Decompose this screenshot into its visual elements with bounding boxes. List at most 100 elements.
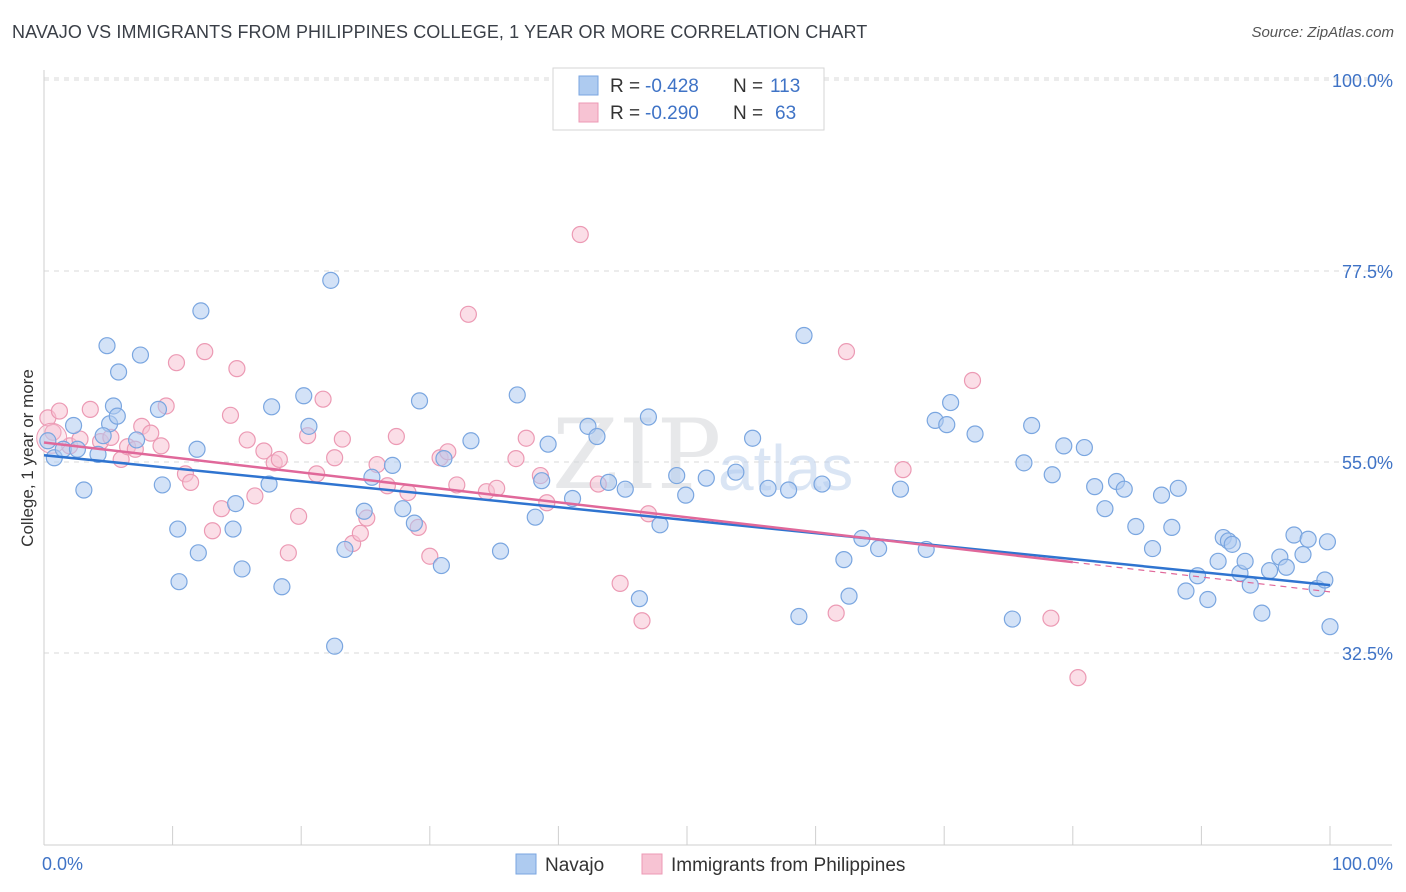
navajo-point-3	[64, 416, 83, 435]
legend-r-label-philippines: R =	[610, 103, 640, 124]
philippines-point-19	[203, 522, 222, 540]
navajo-point-9	[94, 427, 112, 445]
philippines-point-40	[387, 427, 405, 446]
navajo-point-16	[153, 476, 171, 494]
philippines-point-33	[326, 449, 344, 467]
x-ticks	[43, 826, 1331, 845]
navajo-point-35	[383, 456, 402, 474]
navajo-point-80	[1075, 438, 1093, 457]
trend-line-navajo	[43, 453, 1331, 587]
navajo-point-31	[326, 637, 344, 655]
navajo-point-25	[260, 475, 278, 493]
navajo-point-62	[790, 607, 808, 626]
philippines-point-12	[142, 424, 160, 442]
philippines-point-47	[459, 305, 477, 323]
trend-lines	[43, 441, 1331, 593]
y-tick-labels: 32.5% 55.0% 77.5% 100.0%	[1332, 71, 1393, 664]
navajo-point-72	[938, 416, 956, 434]
philippines-point-34	[333, 430, 351, 448]
navajo-point-14	[131, 346, 150, 364]
navajo-point-23	[227, 494, 245, 513]
navajo-point-24	[233, 560, 251, 578]
navajo-point-21	[192, 302, 210, 320]
philippines-point-43	[421, 547, 439, 565]
navajo-point-68	[870, 539, 888, 558]
y-tick-label-1: 55.0%	[1342, 453, 1393, 473]
navajo-point-65	[835, 551, 853, 569]
legend-swatch-philippines	[578, 102, 599, 123]
philippines-point-22	[228, 360, 246, 378]
navajo-point-75	[1003, 610, 1021, 628]
philippines-point-36	[351, 524, 369, 542]
navajo-point-43	[508, 386, 526, 404]
navajo-point-66	[840, 587, 858, 605]
navajo-point-52	[630, 590, 649, 608]
navajo-point-5	[75, 481, 93, 499]
navajo-point-29	[300, 417, 318, 435]
legend-swatch-navajo	[578, 75, 599, 96]
legend-box: R = -0.428 N = 113 R = -0.290 N = 63	[552, 67, 825, 131]
navajo-point-13	[109, 363, 128, 381]
philippines-point-61	[894, 461, 912, 479]
navajo-point-79	[1055, 437, 1073, 455]
philippines-point-32	[314, 390, 332, 408]
navajo-point-99	[1241, 576, 1259, 594]
navajo-point-100	[1253, 604, 1271, 622]
navajo-point-63	[795, 326, 813, 345]
philippines-point-25	[255, 442, 273, 460]
legend-n-value-navajo: 113	[770, 76, 800, 97]
navajo-point-59	[743, 429, 762, 447]
philippines-point-57	[633, 612, 651, 630]
navajo-point-101	[1260, 562, 1279, 580]
navajo-point-4	[68, 440, 87, 458]
navajo-point-110	[1321, 618, 1339, 636]
philippines-point-18	[196, 343, 214, 361]
philippines-point-28	[279, 544, 297, 562]
navajo-point-61	[779, 481, 798, 499]
legend-r-value-philippines: -0.290	[645, 103, 699, 124]
points-navajo	[39, 271, 1339, 655]
navajo-point-109	[1318, 533, 1337, 551]
navajo-point-38	[410, 392, 429, 410]
navajo-point-44	[526, 508, 544, 526]
navajo-point-92	[1199, 590, 1217, 609]
navajo-point-27	[263, 398, 281, 416]
navajo-point-46	[539, 435, 557, 453]
axes	[43, 70, 1392, 846]
navajo-point-64	[813, 475, 831, 493]
navajo-point-85	[1127, 517, 1145, 536]
y-tick-label-2: 77.5%	[1342, 262, 1393, 282]
philippines-point-64	[1069, 669, 1087, 687]
y-tick-label-0: 32.5%	[1342, 644, 1393, 664]
navajo-point-55	[668, 466, 686, 485]
navajo-point-40	[435, 450, 453, 468]
navajo-point-32	[336, 540, 354, 559]
y-tick-label-3: 100.0%	[1332, 71, 1393, 91]
philippines-point-5	[81, 400, 99, 418]
navajo-point-39	[432, 556, 450, 575]
navajo-point-51	[616, 480, 634, 498]
navajo-point-88	[1163, 518, 1181, 536]
philippines-point-15	[167, 354, 186, 372]
philippines-point-21	[221, 406, 240, 424]
navajo-point-81	[1086, 478, 1104, 496]
legend-n-value-philippines: 63	[775, 103, 796, 124]
navajo-point-58	[727, 463, 745, 481]
philippines-point-29	[290, 507, 308, 525]
navajo-point-37	[405, 514, 423, 532]
navajo-point-36	[394, 500, 412, 518]
navajo-point-77	[1023, 416, 1041, 435]
legend-n-label-navajo: N =	[733, 76, 763, 97]
philippines-point-2	[50, 402, 69, 420]
navajo-point-103	[1277, 558, 1295, 576]
navajo-point-12	[98, 337, 116, 355]
x-tick-label-min: 0.0%	[42, 854, 83, 874]
philippines-point-24	[246, 487, 264, 505]
bottom-legend: Navajo Immigrants from Philippines	[515, 853, 905, 876]
legend-r-value-navajo: -0.428	[645, 76, 699, 97]
trend-line-philippines	[43, 441, 1073, 564]
navajo-point-41	[462, 432, 480, 450]
philippines-point-60	[837, 343, 856, 361]
navajo-point-49	[588, 427, 606, 446]
